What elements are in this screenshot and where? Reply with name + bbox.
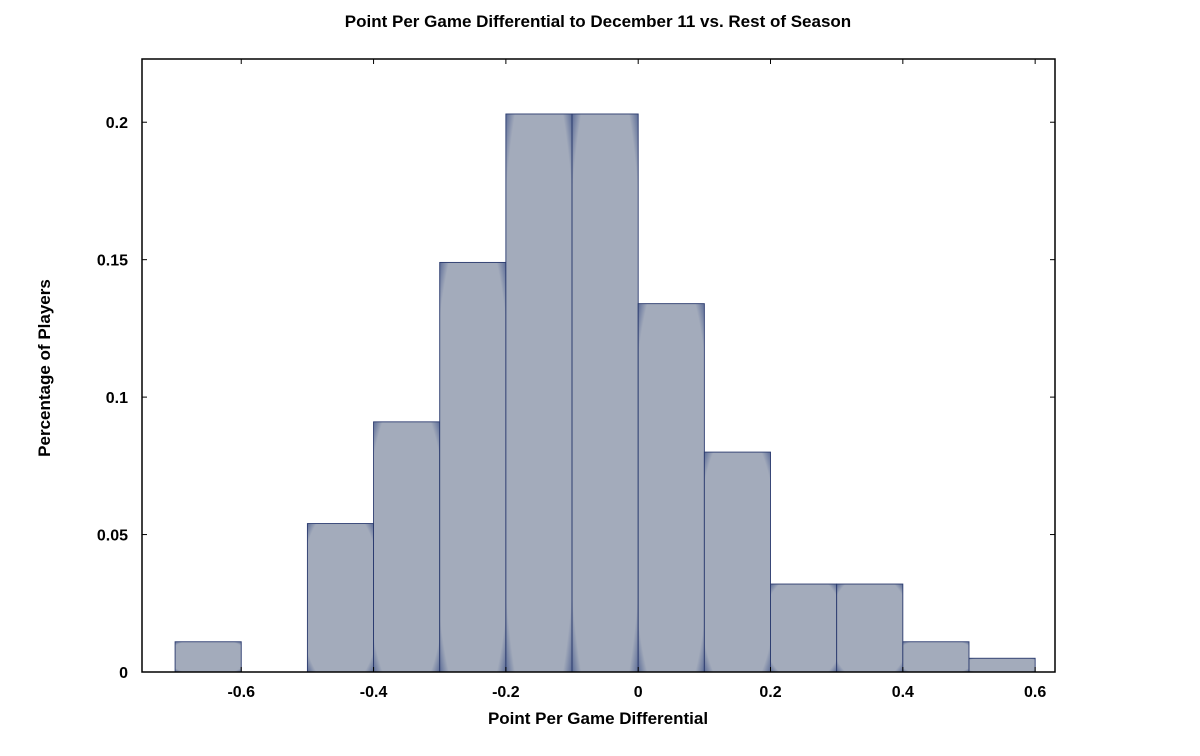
x-axis-ticks: -0.6 -0.4 -0.2 0 0.2 0.4 0.6 [227, 59, 1046, 701]
y-tick-label: 0 [119, 665, 128, 682]
histogram-bar [306, 523, 375, 673]
x-axis-label: Point Per Game Differential [488, 709, 708, 728]
histogram-bar [571, 113, 639, 673]
x-tick-label: 0.6 [1024, 684, 1046, 701]
x-tick-label: -0.2 [492, 684, 520, 701]
y-tick-label: 0.05 [97, 528, 128, 545]
histogram-bar [968, 657, 1036, 673]
histogram-bar [373, 421, 441, 673]
x-tick-label: 0.2 [759, 684, 781, 701]
y-tick-label: 0.15 [97, 253, 128, 270]
histogram-bar [703, 451, 771, 673]
histogram-bar [505, 113, 573, 673]
y-axis-label: Percentage of Players [35, 279, 54, 457]
plot-frame [141, 58, 1056, 673]
histogram-bar [836, 583, 904, 673]
histogram-bar [439, 261, 507, 673]
x-tick-label: 0.4 [892, 684, 914, 701]
y-tick-label: 0.2 [106, 115, 128, 132]
chart-title: Point Per Game Differential to December … [345, 12, 851, 31]
histogram-bar [770, 583, 838, 673]
bars-group [174, 113, 1036, 673]
histogram-bar [174, 641, 242, 673]
x-tick-label: 0 [634, 684, 643, 701]
histogram-bar [637, 303, 705, 673]
x-tick-label: -0.6 [227, 684, 255, 701]
y-tick-label: 0.1 [106, 390, 128, 407]
x-tick-label: -0.4 [360, 684, 388, 701]
y-axis-ticks: 0 0.05 0.1 0.15 0.2 [97, 115, 1055, 682]
histogram-bar [902, 641, 970, 673]
